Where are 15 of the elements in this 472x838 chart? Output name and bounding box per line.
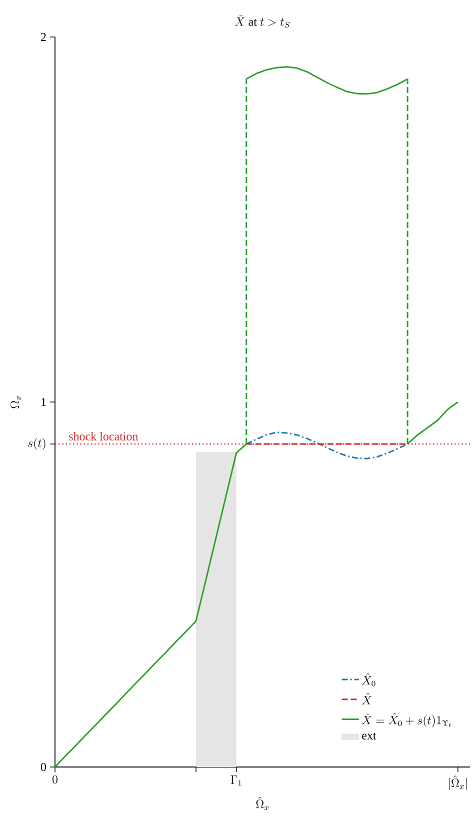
chart-title: $\check{X} \mbox{ at } t > t_S$ [234,14,290,28]
legend-label: $\hat{X}_0$ [362,673,376,686]
legend-label: $\check{X} = \hat{X}_0 + s(t)1_{\Upsilon_t}$ [362,712,451,728]
y-tick-label: $s(t)$ [28,438,46,450]
ref-line-label: shock location [69,432,138,440]
x-tick-label: $|\hat{\Omega}_x|$ [449,776,467,790]
y-tick-label: 0 [40,762,46,772]
x-axis-title: $\hat{\Omega}_x$ [256,796,268,810]
y-tick-label: 2 [41,33,46,41]
x-tick-label: $0$ [52,775,58,784]
legend-label: $\hat{X}$ [362,692,372,704]
legend-label: ext [362,732,376,740]
x-tick-label: $\Gamma_1$ [230,776,242,786]
y-tick-label: 1 [42,398,46,406]
y-axis-title: $\Omega_x$ [10,396,21,408]
